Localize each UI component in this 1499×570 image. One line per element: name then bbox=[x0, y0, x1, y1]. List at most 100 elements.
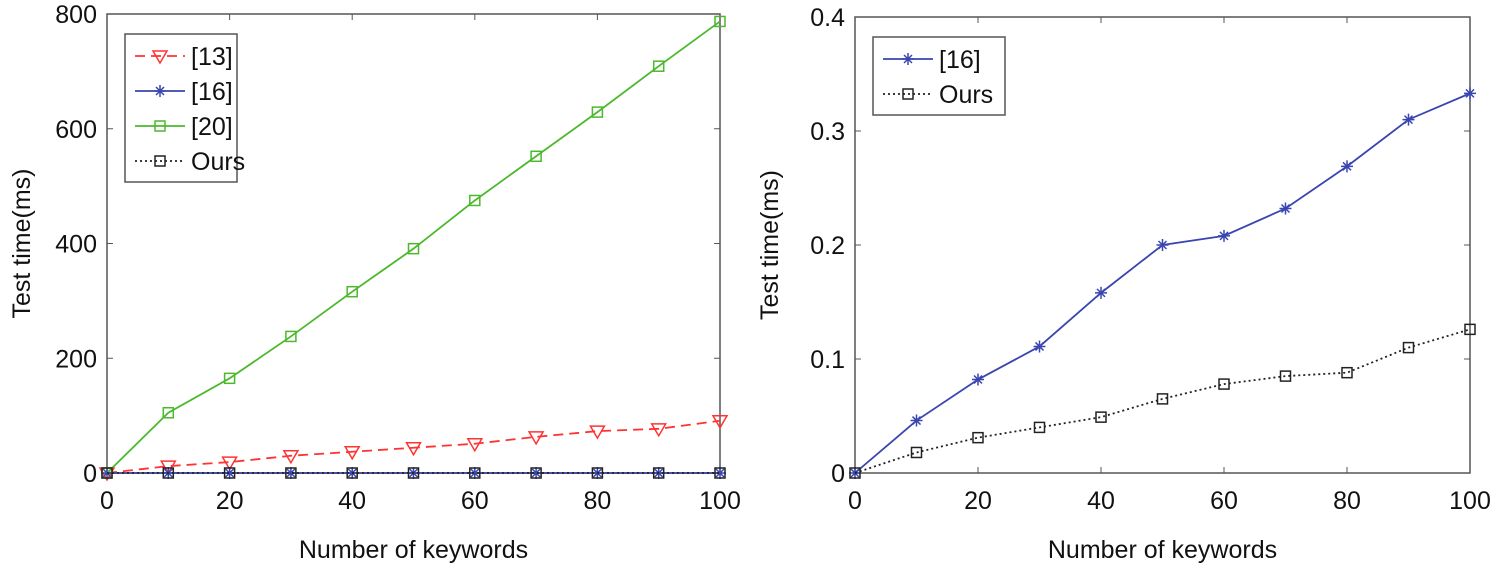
data-point bbox=[162, 407, 175, 419]
legend-marker bbox=[154, 85, 166, 97]
data-point bbox=[591, 106, 604, 118]
legend-marker bbox=[151, 50, 169, 65]
x-tick-label: 60 bbox=[461, 487, 489, 515]
legend-label: [16] bbox=[191, 78, 233, 106]
y-axis-label: Test time(ms) bbox=[756, 170, 784, 320]
y-tick-label: 0.4 bbox=[810, 4, 845, 32]
legend-label: [13] bbox=[191, 43, 233, 71]
data-point bbox=[1095, 286, 1107, 299]
legend-box bbox=[124, 33, 238, 183]
series-20 bbox=[101, 15, 726, 479]
x-tick-label: 40 bbox=[338, 487, 366, 515]
data-point bbox=[346, 285, 358, 298]
data-point bbox=[466, 437, 484, 453]
data-point bbox=[1464, 87, 1476, 100]
x-axis-label: Number of keywords bbox=[299, 536, 528, 564]
data-point bbox=[346, 467, 358, 479]
x-tick-label: 20 bbox=[964, 487, 992, 515]
legend-label: [16] bbox=[939, 46, 981, 74]
data-point bbox=[1218, 378, 1230, 390]
data-point bbox=[650, 423, 668, 438]
data-point bbox=[282, 450, 300, 465]
legend-label: [20] bbox=[191, 113, 233, 141]
legend-label: Ours bbox=[939, 81, 993, 109]
data-point bbox=[1341, 366, 1353, 379]
data-point bbox=[652, 467, 665, 479]
x-tick-label: 0 bbox=[848, 487, 862, 515]
y-tick-label: 0 bbox=[83, 460, 97, 488]
data-point bbox=[1033, 421, 1046, 434]
chart-2: 0 20 40 60 80 100 0 0.1 0.2 0.3 0.4 Number of keywo… bbox=[756, 4, 1491, 564]
x-tick-label: 40 bbox=[1087, 487, 1115, 515]
legend-marker bbox=[902, 88, 914, 100]
data-point bbox=[1279, 202, 1292, 215]
data-point bbox=[972, 373, 984, 386]
legend-box bbox=[872, 36, 1006, 116]
data-point bbox=[221, 456, 238, 471]
series-16 bbox=[849, 87, 1476, 479]
data-point bbox=[530, 467, 543, 479]
legend-marker bbox=[154, 155, 166, 167]
data-point bbox=[162, 467, 175, 479]
data-point bbox=[714, 467, 726, 479]
x-tick-label: 20 bbox=[216, 487, 244, 515]
data-point bbox=[652, 60, 665, 72]
data-point bbox=[1156, 239, 1169, 251]
data-point bbox=[527, 431, 545, 446]
x-tick-label: 100 bbox=[699, 487, 741, 515]
x-tick-label: 80 bbox=[583, 487, 611, 515]
x-tick-label: 0 bbox=[100, 487, 114, 515]
data-point bbox=[468, 467, 481, 479]
data-point bbox=[1218, 229, 1230, 242]
legend-label: Ours bbox=[191, 148, 245, 176]
chart-1: 0 20 40 60 80 100 0 200 400 600 800 Number of keywo… bbox=[8, 1, 741, 564]
data-point bbox=[1279, 370, 1292, 382]
data-point bbox=[1402, 341, 1415, 354]
y-tick-label: 0.3 bbox=[810, 118, 845, 146]
y-tick-label: 600 bbox=[55, 116, 97, 144]
data-point bbox=[711, 415, 729, 430]
data-point bbox=[972, 431, 984, 444]
data-point bbox=[159, 460, 177, 475]
data-point bbox=[469, 467, 481, 479]
data-point bbox=[910, 446, 923, 459]
data-point bbox=[849, 467, 861, 479]
data-point bbox=[714, 15, 726, 28]
series-line bbox=[106, 419, 721, 474]
legend-marker bbox=[902, 53, 914, 65]
y-tick-label: 400 bbox=[55, 231, 97, 259]
data-point bbox=[589, 425, 606, 440]
data-point bbox=[714, 467, 726, 479]
series-line bbox=[106, 20, 721, 474]
data-point bbox=[407, 467, 420, 479]
data-point bbox=[469, 194, 481, 207]
data-point bbox=[101, 467, 113, 479]
data-point bbox=[1402, 113, 1415, 126]
legend-marker bbox=[154, 120, 166, 132]
data-point bbox=[223, 372, 236, 385]
x-tick-label: 100 bbox=[1449, 487, 1491, 515]
data-point bbox=[910, 414, 923, 427]
data-point bbox=[284, 467, 297, 479]
x-tick-label: 60 bbox=[1210, 487, 1238, 515]
series-ours bbox=[849, 323, 1476, 479]
x-axis-label: Number of keywords bbox=[1048, 536, 1277, 564]
data-point bbox=[405, 442, 422, 457]
legend: [16] Ours bbox=[872, 36, 1006, 116]
data-point bbox=[1464, 323, 1476, 336]
y-tick-label: 0.2 bbox=[810, 232, 845, 260]
series-line bbox=[854, 92, 1471, 474]
x-tick-label: 80 bbox=[1333, 487, 1361, 515]
y-tick-label: 0 bbox=[831, 460, 845, 488]
y-axis-label: Test time(ms) bbox=[8, 169, 36, 319]
y-tick-label: 200 bbox=[55, 345, 97, 373]
data-point bbox=[285, 467, 297, 479]
series-line bbox=[854, 328, 1471, 474]
data-point bbox=[530, 467, 542, 479]
data-point bbox=[407, 242, 420, 255]
y-tick-label: 800 bbox=[55, 1, 97, 29]
data-point bbox=[223, 467, 236, 479]
data-point bbox=[1156, 393, 1169, 405]
y-tick-label: 0.1 bbox=[810, 346, 845, 374]
